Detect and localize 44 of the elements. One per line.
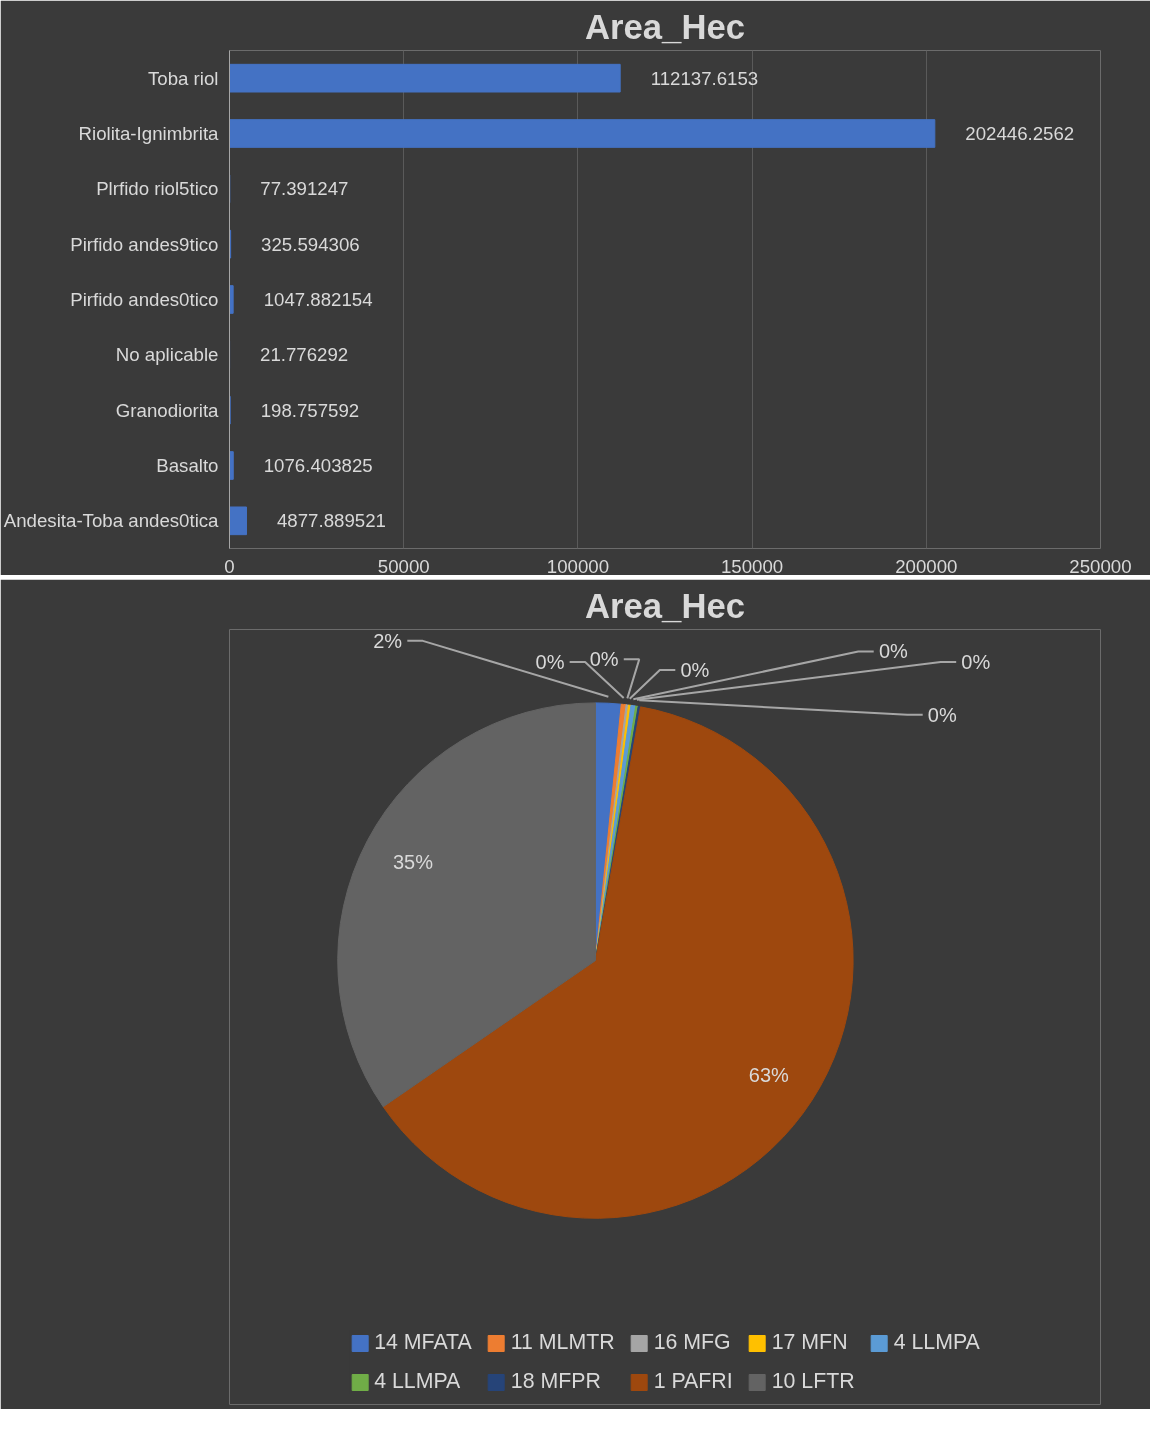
data-label: 0%: [878, 640, 909, 663]
legend-label: 14 MFATA: [374, 1330, 472, 1355]
y-tick-label: Granodiorita: [115, 399, 220, 421]
data-label: 0%: [680, 658, 710, 681]
data-label: 0%: [535, 651, 565, 673]
legend-label: 11 MLMTR: [510, 1330, 615, 1355]
data-label: 112137.6153: [650, 67, 759, 89]
y-tick-label: Pirfido andes9tico: [70, 233, 219, 255]
data-label: 202446.2562: [965, 123, 1075, 144]
x-tick-label: 50000: [377, 555, 430, 577]
legend-label: 1 PAFRI: [653, 1369, 733, 1394]
y-tick-label: Plrfido riol5tico: [96, 178, 219, 200]
legend-label: 18 MFPR: [510, 1369, 601, 1394]
y-tick-label: Riolita-Ignimbrita: [78, 123, 220, 144]
data-label: 4877.889521: [276, 510, 386, 532]
x-tick-label: 250000: [1069, 555, 1132, 577]
data-label: 0%: [961, 651, 991, 673]
data-label: 198.757592: [260, 399, 360, 421]
data-label: 325.594306: [261, 233, 360, 255]
y-tick-label: Andesita-Toba andes0tica: [3, 510, 220, 532]
y-tick-label: Basalto: [156, 455, 219, 476]
data-label: 21.776292: [260, 344, 349, 366]
legend-label: 4 LLMPA: [893, 1330, 980, 1355]
x-tick-label: 100000: [546, 555, 610, 577]
legend-label: 10 LFTR: [771, 1369, 855, 1394]
x-tick-label: 200000: [895, 555, 958, 577]
y-tick-label: Pirfido andes0tico: [70, 289, 219, 310]
data-label: 77.391247: [260, 178, 349, 200]
legend-label: 4 LLMPA: [374, 1369, 461, 1394]
legend-label: 17 MFN: [771, 1330, 848, 1355]
data-label: 35%: [392, 851, 434, 874]
x-tick-label: 0: [224, 555, 235, 577]
data-label: 0%: [927, 703, 957, 726]
y-tick-label: Toba riol: [147, 67, 219, 89]
data-label: 0%: [589, 648, 619, 671]
chart-title: Area_Hec: [585, 586, 745, 625]
x-tick-label: 150000: [720, 555, 784, 577]
legend-label: 16 MFG: [653, 1330, 731, 1355]
data-label: 2%: [373, 629, 403, 652]
data-label: 1047.882154: [263, 289, 373, 310]
y-tick-label: No aplicable: [115, 344, 219, 366]
data-label: 1076.403825: [263, 455, 373, 476]
chart-title: Area_Hec: [585, 7, 745, 46]
data-label: 63%: [748, 1063, 790, 1086]
